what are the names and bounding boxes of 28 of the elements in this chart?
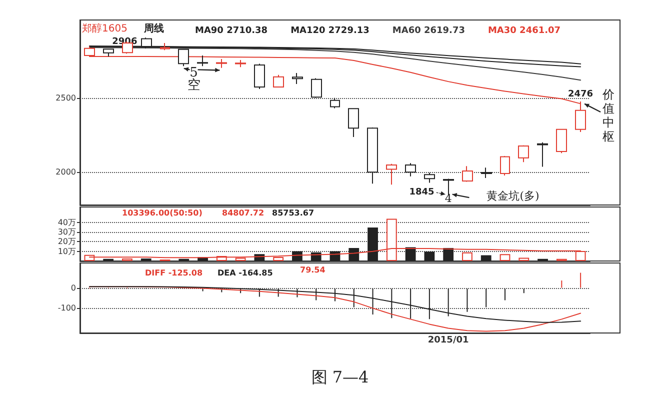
y-tick-label: -100 <box>58 304 76 313</box>
text: MA60 2619.73 <box>392 26 465 36</box>
series-label: DEA -164.85 <box>218 268 274 278</box>
annotation: 4 <box>444 192 452 205</box>
series-label: DIFF -125.08 <box>145 268 203 278</box>
series-label: MA120 2729.13 <box>290 26 370 36</box>
chart-subtitle: 周线 <box>143 22 164 34</box>
y-tick-label: 40万 <box>58 218 76 227</box>
annotation: 103396.00(50:50) <box>122 208 202 218</box>
y-tick-label: 20万 <box>58 237 76 246</box>
y-tick-label: 30万 <box>58 228 76 237</box>
annotation: 1845 <box>409 188 434 198</box>
caption: 图 7—4 <box>311 368 369 386</box>
y-tick-label: 0 <box>70 284 76 293</box>
annotation: 84807.72 <box>222 208 264 218</box>
y-tick-label: 10万 <box>58 246 76 256</box>
annotation: 黄金坑(多) <box>486 189 540 202</box>
text: 价值中枢 <box>602 88 615 144</box>
text: MA30 2461.07 <box>488 26 561 36</box>
x-tick-label: 2015/01 <box>428 336 469 346</box>
y-tick-label: 2500 <box>56 93 76 102</box>
annotation: 空 <box>187 78 200 93</box>
series-label: MA90 2710.38 <box>195 26 268 36</box>
y-tick-label: 2000 <box>56 168 76 177</box>
annotation: 85753.67 <box>272 208 314 218</box>
annotation: 2476 <box>568 90 594 100</box>
annotation: 79.54 <box>300 266 326 274</box>
chart-title: 郑醇1605 <box>82 22 128 34</box>
